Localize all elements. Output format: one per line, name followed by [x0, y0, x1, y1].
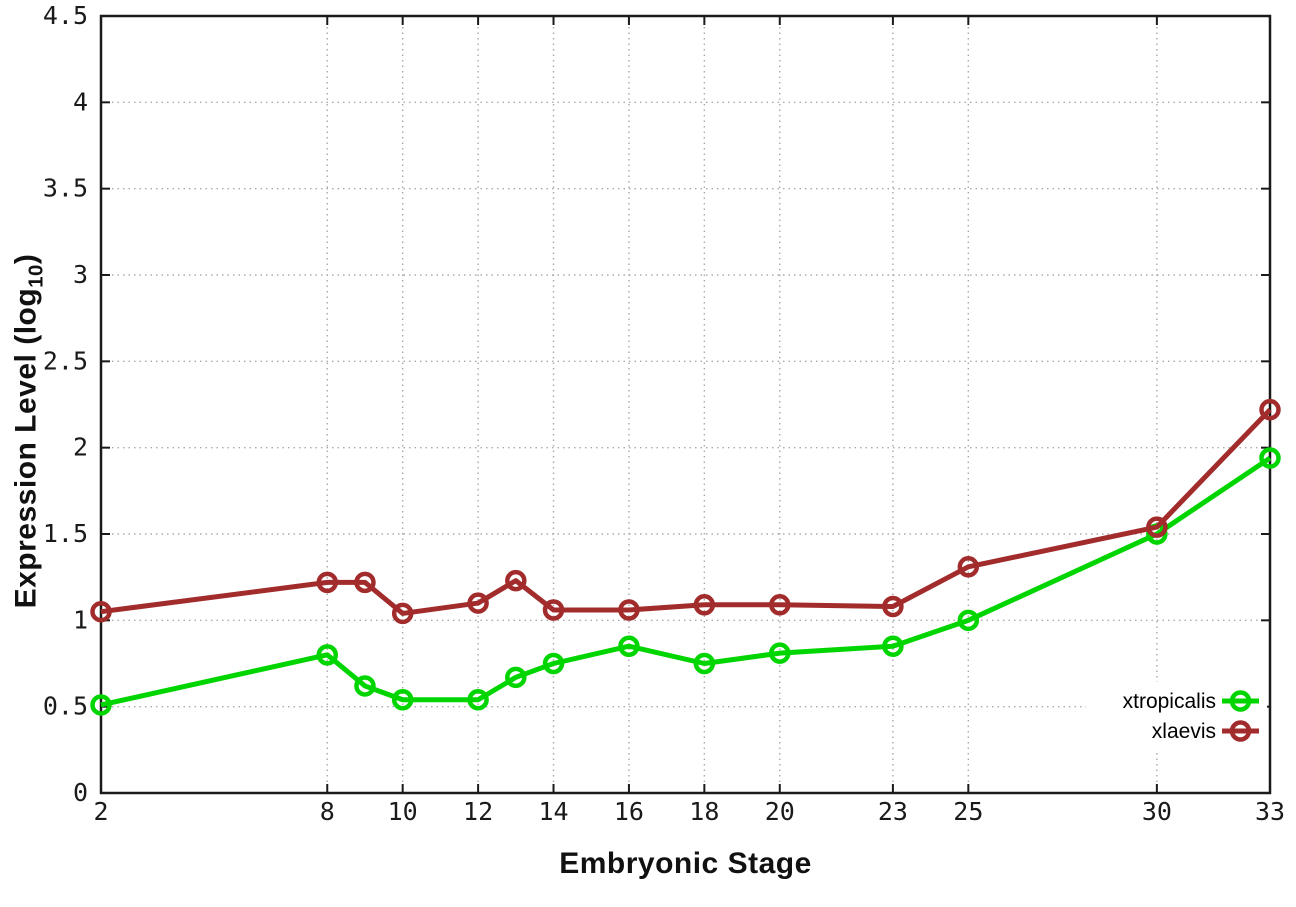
data-point-xtropicalis-stage-13: [505, 666, 527, 689]
y-axis-title-text: Expression Level (log: [9, 287, 43, 609]
y-tick-label-0.5: 0.5: [43, 692, 88, 721]
y-tick-label-3.5: 3.5: [43, 174, 88, 203]
x-tick-label-33: 33: [1255, 797, 1285, 826]
data-point-xlaevis-stage-12: [467, 592, 489, 614]
x-tick-label-25: 25: [953, 797, 983, 826]
data-point-xlaevis-stage-14: [542, 599, 565, 621]
data-point-xlaevis-stage-33: [1259, 398, 1281, 421]
data-point-xtropicalis-stage-25: [957, 609, 980, 632]
data-point-xtropicalis-stage-33: [1259, 447, 1281, 469]
x-tick-label-18: 18: [689, 797, 719, 826]
x-tick-label-8: 8: [320, 797, 335, 826]
data-point-xtropicalis-stage-9: [354, 675, 376, 697]
data-point-xlaevis-stage-16: [618, 599, 640, 621]
series-line-xtropicalis: [100, 455, 1272, 708]
data-point-xlaevis-stage-30: [1146, 516, 1168, 538]
data-point-xtropicalis-stage-20: [769, 642, 791, 664]
data-point-xlaevis-stage-25: [957, 556, 980, 578]
legend-entry-xtropicalis: xtropicalis: [1123, 690, 1259, 713]
series-xlaevis: [90, 398, 1281, 625]
y-axis-title-close: ): [9, 253, 43, 265]
data-point-xtropicalis-stage-8: [316, 644, 339, 666]
data-point-xtropicalis-stage-16: [618, 635, 640, 657]
data-point-xlaevis-stage-20: [769, 594, 791, 616]
x-tick-label-10: 10: [388, 797, 418, 826]
y-axis-title-subscript: 10: [25, 264, 48, 288]
data-point-xtropicalis-stage-2: [90, 694, 112, 716]
legend-label-xtropicalis: xtropicalis: [1123, 690, 1216, 713]
x-axis-title: Embryonic Stage: [559, 847, 812, 880]
data-point-xlaevis-stage-13: [505, 569, 527, 592]
x-tick-label-12: 12: [463, 797, 493, 826]
legend-label-xlaevis: xlaevis: [1152, 720, 1216, 743]
data-point-xtropicalis-stage-10: [391, 689, 414, 711]
data-point-xlaevis-stage-8: [316, 571, 339, 594]
series-line-xlaevis: [100, 407, 1272, 616]
x-tick-label-30: 30: [1142, 797, 1172, 826]
x-tick-label-16: 16: [614, 797, 644, 826]
data-point-xtropicalis-stage-18: [693, 652, 716, 675]
y-tick-label-0: 0: [73, 778, 88, 807]
x-tick-label-14: 14: [538, 797, 568, 826]
y-tick-label-1.5: 1.5: [43, 519, 88, 548]
data-point-xlaevis-stage-10: [391, 602, 414, 625]
y-tick-label-3: 3: [73, 260, 88, 289]
y-tick-label-2.5: 2.5: [43, 346, 88, 375]
y-tick-label-4.5: 4.5: [43, 1, 88, 30]
series-xtropicalis: [90, 447, 1281, 716]
y-tick-label-4: 4: [73, 87, 88, 116]
legend-entry-xlaevis: xlaevis: [1152, 720, 1259, 743]
y-axis-title: Expression Level (log10): [10, 254, 49, 609]
data-point-xtropicalis-stage-23: [882, 635, 904, 657]
plot-border: [99, 14, 1272, 795]
y-tick-label-2: 2: [73, 433, 88, 462]
x-tick-label-23: 23: [878, 797, 908, 826]
data-point-xtropicalis-stage-14: [542, 652, 565, 675]
y-tick-label-1: 1: [73, 605, 88, 634]
legend-marker-icon-xtropicalis: [1229, 690, 1252, 712]
data-point-xlaevis-stage-9: [354, 571, 376, 594]
data-point-xlaevis-stage-18: [693, 594, 716, 616]
data-point-xtropicalis-stage-12: [467, 689, 489, 711]
x-tick-label-20: 20: [765, 797, 795, 826]
data-point-xlaevis-stage-23: [882, 595, 904, 618]
x-tick-label-2: 2: [93, 797, 108, 826]
data-point-xlaevis-stage-2: [90, 600, 112, 623]
legend-marker-icon-xlaevis: [1229, 720, 1252, 742]
